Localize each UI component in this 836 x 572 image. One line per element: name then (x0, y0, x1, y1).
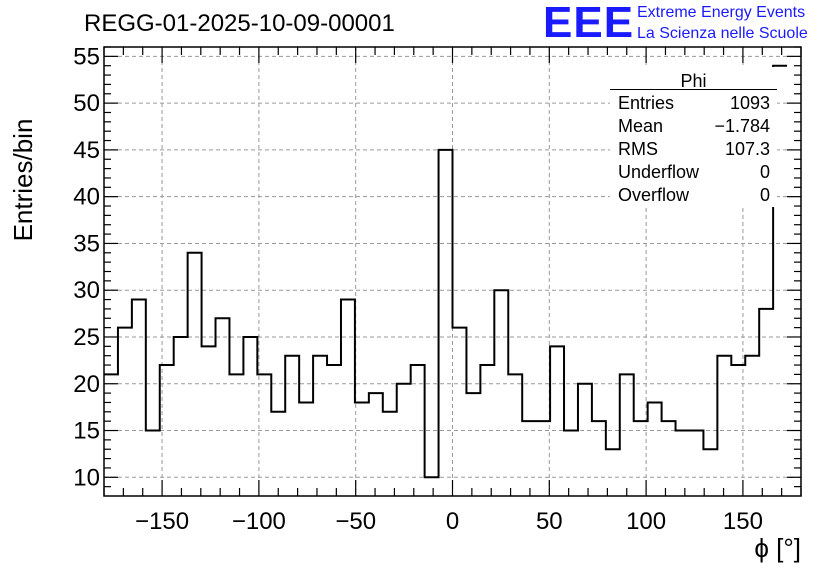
stats-divider (610, 89, 777, 90)
eee-logo: EEE (543, 0, 635, 47)
logo-line-1: Extreme Energy Events (637, 4, 806, 21)
y-tick-label: 40 (73, 184, 100, 211)
stats-value: 0 (759, 162, 770, 182)
y-tick-label: 45 (73, 137, 100, 164)
stats-label: Underflow (618, 162, 700, 182)
y-tick-label: 55 (73, 43, 100, 70)
x-tick-label: 100 (626, 508, 666, 535)
x-tick-label: 0 (446, 508, 459, 535)
stats-value: 107.3 (724, 139, 770, 159)
x-tick-label: −150 (135, 508, 189, 535)
x-tick-label: 150 (723, 508, 763, 535)
stats-label: Overflow (618, 185, 690, 205)
x-tick-label: 50 (536, 508, 563, 535)
tick-label-layer: −150 −100 −50 0 50 100 150 10 15 20 25 30 35 40 45 50 55 (73, 43, 763, 535)
run-title: REGG-01-2025-10-09-00001 (84, 10, 395, 37)
stats-title: Phi (680, 71, 707, 91)
stats-value: 0 (759, 185, 770, 205)
y-tick-label: 15 (73, 418, 100, 445)
stats-label: Entries (618, 93, 675, 113)
y-axis-label: Entries/bin (8, 119, 38, 242)
stats-value: −1.784 (714, 116, 770, 136)
stats-label: RMS (618, 139, 658, 159)
y-tick-label: 25 (73, 324, 100, 351)
stats-value: 1093 (729, 93, 770, 113)
x-axis-label: ϕ [°] (754, 533, 801, 563)
x-tick-label: −50 (335, 508, 376, 535)
stats-label: Mean (618, 116, 664, 136)
y-tick-label: 50 (73, 90, 100, 117)
y-tick-label: 30 (73, 277, 100, 304)
y-tick-label: 10 (73, 464, 100, 491)
x-tick-label: −100 (232, 508, 286, 535)
logo-line-2: La Scienza nelle Scuole (637, 25, 808, 42)
y-tick-label: 20 (73, 371, 100, 398)
tick-layer (103, 46, 802, 496)
y-tick-label: 35 (73, 230, 100, 257)
histogram-series (104, 64, 788, 479)
stats-box: Phi Entries 1093 Mean −1.784 RMS 107.3 U… (610, 67, 777, 207)
